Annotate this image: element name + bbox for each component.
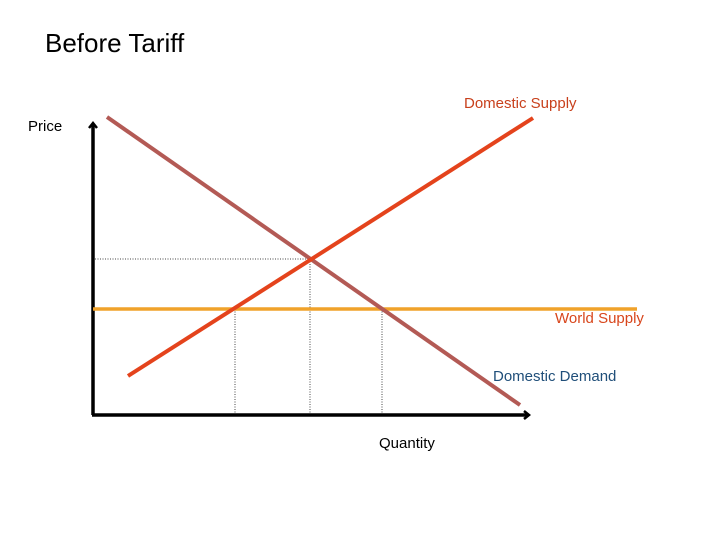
guide-lines <box>95 258 383 414</box>
world-supply-label: World Supply <box>555 310 644 327</box>
y-axis-label: Price <box>28 118 62 135</box>
x-axis-label: Quantity <box>379 435 435 452</box>
demand-label: Domestic Demand <box>493 368 616 385</box>
demand-line <box>105 115 522 407</box>
supply-line <box>126 116 535 378</box>
supply-label: Domestic Supply <box>464 95 577 112</box>
title: Before Tariff <box>45 28 185 58</box>
